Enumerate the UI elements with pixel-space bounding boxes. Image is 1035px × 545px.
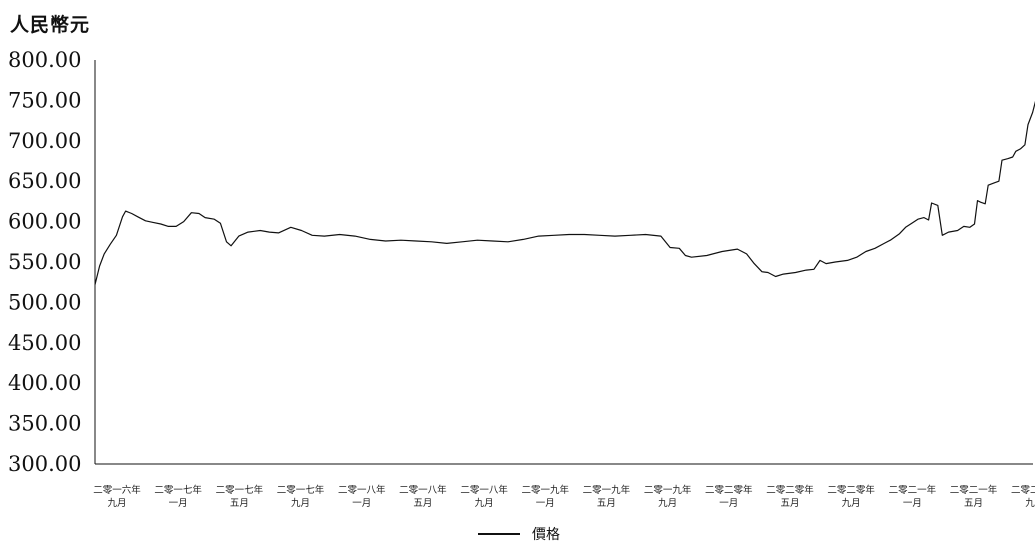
x-tick-label-month: 一月: [352, 498, 371, 509]
y-axis: 800.00 750.00 700.00 650.00 600.00 550.00 500.…: [8, 48, 96, 476]
x-tick-label-year: 二零一七年: [216, 484, 264, 496]
x-tick-label-month: 五月: [230, 498, 249, 509]
series-group: [94, 100, 1035, 285]
x-tick-label-month: 一月: [719, 498, 738, 509]
x-tick-label-year: 二零一九年: [644, 484, 692, 496]
legend-label: 價格: [532, 527, 560, 543]
x-tick-label-year: 二零二零年: [766, 484, 814, 496]
legend-line-swatch: [478, 533, 520, 535]
x-tick-label-month: 一月: [903, 498, 922, 509]
x-tick-label-year: 二零一六年: [93, 484, 141, 496]
y-tick-label: 550.00: [8, 250, 81, 274]
x-tick-label-month: 九月: [475, 497, 494, 509]
x-tick-label-month: 九月: [1025, 497, 1035, 509]
x-tick-label-year: 二零一九年: [583, 484, 631, 496]
x-tick-label-year: 二零一八年: [338, 484, 386, 496]
y-tick-label: 500.00: [8, 290, 81, 314]
legend: 價格: [478, 524, 560, 544]
y-tick-label: 750.00: [8, 88, 81, 112]
y-tick-label: 450.00: [8, 331, 81, 355]
y-tick-label: 350.00: [8, 412, 81, 436]
x-tick-label-year: 二零一七年: [154, 484, 202, 496]
x-tick-label-month: 一月: [169, 498, 188, 509]
x-tick-label-month: 九月: [842, 497, 861, 509]
series-line-price: [94, 100, 1035, 285]
x-tick-label-month: 五月: [597, 498, 616, 509]
x-tick-label-year: 二零二一年: [950, 484, 998, 496]
y-tick-label: 700.00: [8, 129, 81, 153]
x-tick-label-year: 二零一八年: [399, 484, 447, 496]
x-tick-label-year: 二零二一年: [1011, 484, 1035, 496]
x-axis: 二零一六年九月二零一七年一月二零一七年五月二零一七年九月二零一八年一月二零一八年…: [93, 463, 1035, 509]
x-tick-label-month: 九月: [107, 497, 126, 509]
x-tick-label-year: 二零二零年: [827, 484, 875, 496]
y-axis-unit-label: 人民幣元: [10, 14, 91, 36]
x-tick-label-year: 二零一九年: [522, 484, 570, 496]
y-tick-label: 800.00: [8, 48, 81, 72]
y-tick-label: 400.00: [8, 371, 81, 395]
x-tick-label-month: 五月: [780, 498, 799, 509]
x-tick-label-month: 五月: [413, 498, 432, 509]
x-tick-label-month: 九月: [658, 497, 677, 509]
x-tick-label-month: 九月: [291, 497, 310, 509]
x-tick-label-year: 二零一八年: [460, 484, 508, 496]
x-tick-label-month: 一月: [536, 498, 555, 509]
x-tick-label-month: 五月: [964, 498, 983, 509]
y-tick-label: 300.00: [8, 452, 81, 476]
x-tick-label-year: 二零二零年: [705, 484, 753, 496]
y-tick-label: 600.00: [8, 210, 81, 234]
x-tick-label-year: 二零一七年: [277, 484, 325, 496]
x-tick-label-year: 二零二一年: [889, 484, 937, 496]
y-tick-label: 650.00: [8, 169, 81, 193]
